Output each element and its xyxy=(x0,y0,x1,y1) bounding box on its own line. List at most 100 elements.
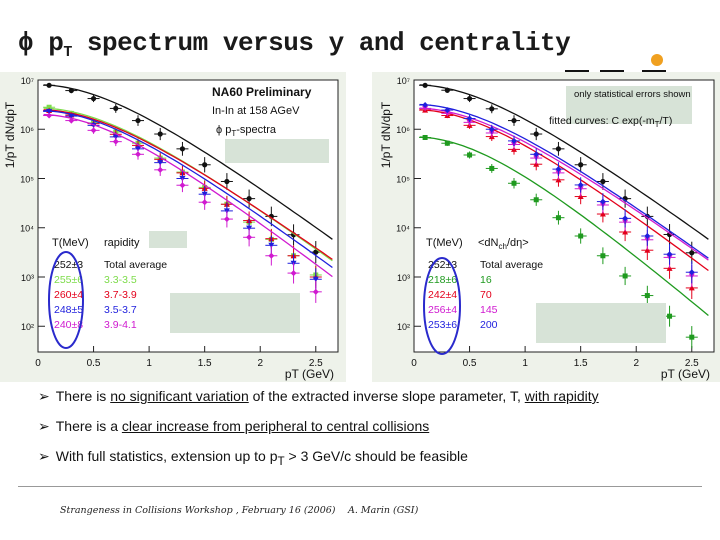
fit-curve xyxy=(43,113,333,278)
data-point xyxy=(422,82,428,88)
data-point xyxy=(666,265,673,271)
data-point xyxy=(466,119,473,126)
footer-left: Strangeness in Collisions Workshop , Feb… xyxy=(60,505,336,516)
bullet-list: ➢ There is no significant variation of th… xyxy=(38,388,599,481)
y-tick-label: 10⁷ xyxy=(21,76,34,86)
data-point xyxy=(202,162,208,168)
data-point xyxy=(90,95,97,102)
data-point xyxy=(644,247,651,253)
data-point xyxy=(533,151,540,158)
data-point xyxy=(68,87,74,94)
x-tick-label: 1 xyxy=(146,358,152,369)
data-point xyxy=(533,131,539,137)
x-tick-label: 2 xyxy=(633,358,639,369)
left-spectra-label: ϕ pT-spectra xyxy=(216,124,277,138)
legend-label: 3.5-3.7 xyxy=(104,304,137,316)
data-point xyxy=(666,251,673,258)
data-point xyxy=(313,249,319,255)
y-tick-label: 10⁶ xyxy=(396,125,410,135)
title-underline-1 xyxy=(565,70,589,73)
data-point xyxy=(466,115,473,122)
arrow-bullet-icon: ➢ xyxy=(38,389,50,405)
x-axis-label: pT (GeV) xyxy=(661,367,710,381)
data-point xyxy=(466,95,473,102)
data-point xyxy=(46,112,53,119)
legend-T-value: 256±4 xyxy=(428,304,457,316)
legend-label: Total average xyxy=(104,259,167,271)
data-point xyxy=(135,151,141,158)
bullet-2: ➢ There is a clear increase from peripher… xyxy=(38,418,430,435)
fit-curve xyxy=(419,103,709,259)
data-point xyxy=(290,270,297,277)
legend-T-value: 240±8 xyxy=(54,319,83,331)
data-point xyxy=(201,199,208,206)
data-point xyxy=(444,107,451,114)
data-point xyxy=(689,334,695,340)
x-tick-label: 2.5 xyxy=(685,358,699,369)
y-tick-label: 10⁴ xyxy=(396,224,410,234)
right-gray-box-1 xyxy=(566,86,692,124)
data-point xyxy=(112,134,119,140)
bullet-3: ➢ With full statistics, extension up to p… xyxy=(38,448,468,468)
y-tick-label: 10³ xyxy=(21,273,34,283)
data-point xyxy=(268,242,275,249)
data-point xyxy=(46,108,53,115)
fit-curve xyxy=(43,109,333,269)
data-point xyxy=(533,197,539,203)
fit-curve xyxy=(419,107,709,261)
fit-curve xyxy=(43,109,333,260)
data-point xyxy=(622,228,629,235)
legend-T-value: 248±5 xyxy=(54,304,83,316)
y-tick-label: 10² xyxy=(397,322,410,332)
left-gray-box-2 xyxy=(149,231,187,248)
right-fit-text: fitted curves: C exp(-mT/T) xyxy=(549,115,672,129)
x-tick-label: 2 xyxy=(257,358,263,369)
data-point xyxy=(422,105,429,112)
x-tick-label: 2.5 xyxy=(309,358,323,369)
x-tick-label: 1.5 xyxy=(198,358,212,369)
y-tick-label: 10⁵ xyxy=(396,174,410,184)
data-point xyxy=(422,134,428,140)
left-legend-ellipse xyxy=(48,251,84,349)
legend-label: Total average xyxy=(480,259,543,271)
bullet-1: ➢ There is no significant variation of th… xyxy=(38,388,599,405)
footer-right: A. Marin (GSI) xyxy=(348,505,419,516)
legend-T-value: 218±6 xyxy=(428,274,457,286)
data-point xyxy=(312,276,319,283)
data-point xyxy=(422,102,429,109)
fit-curve xyxy=(419,136,709,316)
data-point xyxy=(444,140,450,146)
data-point xyxy=(644,232,651,239)
data-point xyxy=(489,165,495,171)
data-point xyxy=(688,284,695,291)
y-axis-label: 1/pT dN/dpT xyxy=(3,101,17,168)
title-rest: spectrum versus y and centrality xyxy=(71,28,571,58)
legend-T-value: 242±4 xyxy=(428,289,457,301)
data-point xyxy=(555,166,562,173)
legend-label: 3.7-3.9 xyxy=(104,289,137,301)
data-point xyxy=(246,196,252,202)
data-point xyxy=(555,146,562,152)
legend-label: 145 xyxy=(480,304,498,316)
data-point xyxy=(157,131,163,137)
left-legend-head-T: T(MeV) xyxy=(52,237,89,249)
footer-rule xyxy=(18,486,702,487)
fit-curve xyxy=(43,84,333,240)
left-preliminary: NA60 Preliminary xyxy=(212,85,312,99)
right-note: only statistical errors shown xyxy=(574,89,691,100)
legend-label: 3.3-3.5 xyxy=(104,274,137,286)
data-point xyxy=(622,215,629,222)
data-point xyxy=(90,127,97,134)
data-point xyxy=(577,181,584,188)
data-point xyxy=(688,269,695,276)
left-gray-box-1 xyxy=(225,139,329,163)
orange-dot-icon xyxy=(651,54,663,66)
y-tick-label: 10² xyxy=(21,322,34,332)
data-point xyxy=(555,215,561,221)
data-point xyxy=(246,234,253,241)
y-tick-label: 10⁶ xyxy=(20,125,34,135)
y-tick-label: 10⁴ xyxy=(20,224,34,234)
left-system: In-In at 158 AGeV xyxy=(212,105,300,117)
fit-curve xyxy=(419,84,709,240)
